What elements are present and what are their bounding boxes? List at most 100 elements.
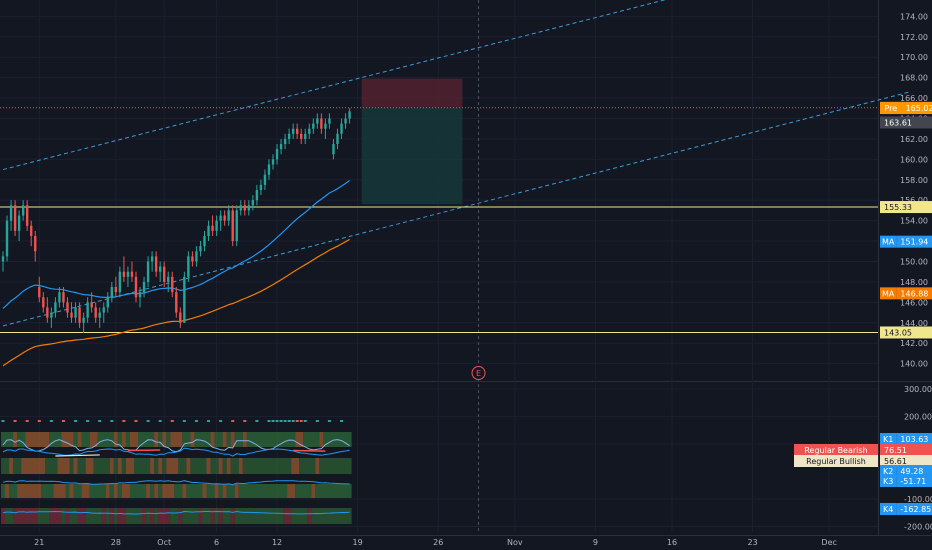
candle-body[interactable] — [324, 123, 327, 129]
candle-body[interactable] — [183, 276, 186, 323]
oscillator-pane[interactable] — [1, 420, 352, 524]
candle-body[interactable] — [78, 307, 81, 323]
candle-body[interactable] — [215, 220, 218, 231]
candle-body[interactable] — [102, 307, 105, 313]
candle-body[interactable] — [316, 118, 319, 124]
candle-body[interactable] — [118, 271, 122, 293]
candle-body[interactable] — [50, 312, 53, 318]
candle-body[interactable] — [86, 302, 89, 318]
candle-body[interactable] — [34, 235, 37, 252]
candle-body[interactable] — [146, 261, 150, 282]
candle-body[interactable] — [255, 189, 259, 201]
candle-body[interactable] — [235, 210, 238, 242]
stop-loss-zone[interactable] — [361, 78, 463, 108]
time-axis[interactable]: 21 28 Oct 6 12 19 26 Nov 9 16 23 Dec — [34, 538, 837, 547]
price-pane[interactable]: E — [0, 0, 910, 532]
regular-bullish-divergence[interactable] — [55, 454, 100, 457]
candle-body[interactable] — [171, 276, 174, 293]
channel-line[interactable] — [2, 0, 700, 171]
candle-body[interactable] — [271, 159, 275, 165]
candle-body[interactable] — [13, 205, 17, 231]
candle-body[interactable] — [5, 220, 9, 257]
candle-body[interactable] — [70, 312, 73, 318]
candle-body[interactable] — [163, 266, 166, 282]
candle-body[interactable] — [98, 312, 101, 318]
candle-body[interactable] — [239, 205, 242, 211]
candle-body[interactable] — [66, 302, 69, 313]
candle-body[interactable] — [154, 256, 158, 272]
take-profit-zone[interactable] — [361, 107, 463, 205]
candle-body[interactable] — [42, 297, 45, 308]
candle-body[interactable] — [199, 246, 202, 252]
candle-body[interactable] — [243, 205, 246, 211]
candle-body[interactable] — [134, 276, 138, 298]
candle-body[interactable] — [114, 287, 118, 293]
candle-body[interactable] — [211, 225, 214, 231]
candle-body[interactable] — [247, 205, 251, 211]
candle-body[interactable] — [336, 133, 339, 145]
candle-body[interactable] — [17, 215, 21, 231]
candle-body[interactable] — [259, 184, 263, 190]
candle-body[interactable] — [304, 133, 307, 139]
candle-body[interactable] — [179, 312, 182, 323]
candle-body[interactable] — [25, 205, 29, 226]
candle-body[interactable] — [267, 164, 271, 175]
candle-body[interactable] — [332, 144, 335, 155]
candle-body[interactable] — [320, 118, 323, 129]
candle-body[interactable] — [287, 133, 291, 139]
candle-body[interactable] — [223, 215, 226, 221]
candle-body[interactable] — [150, 256, 154, 262]
candle-body[interactable] — [175, 292, 178, 313]
candle-body[interactable] — [46, 307, 49, 318]
candle-body[interactable] — [54, 302, 57, 313]
candle-body[interactable] — [38, 287, 41, 298]
candle-body[interactable] — [21, 205, 25, 216]
candle-body[interactable] — [30, 225, 33, 236]
candle-body[interactable] — [1, 256, 5, 262]
candle-body[interactable] — [142, 281, 146, 293]
candle-body[interactable] — [130, 271, 134, 277]
candle-body[interactable] — [263, 174, 267, 185]
candle-body[interactable] — [328, 118, 331, 124]
candle-body[interactable] — [207, 225, 210, 236]
candle-body[interactable] — [279, 144, 283, 150]
price-axis[interactable]: 174.00172.00170.00168.00166.00164.00162.… — [900, 12, 932, 531]
candle-body[interactable] — [340, 123, 343, 134]
candle-body[interactable] — [203, 235, 206, 247]
candle-body[interactable] — [219, 215, 222, 221]
candle-body[interactable] — [291, 128, 295, 134]
regular-bearish-divergence[interactable] — [293, 449, 326, 452]
candle-body[interactable] — [283, 138, 287, 145]
candle-body[interactable] — [82, 317, 85, 323]
candle-body[interactable] — [308, 128, 311, 134]
candle-body[interactable] — [74, 307, 77, 318]
candle-body[interactable] — [122, 271, 126, 277]
channel-line[interactable] — [2, 91, 910, 327]
candle-body[interactable] — [344, 118, 347, 124]
candle-body[interactable] — [138, 292, 142, 298]
candle-body[interactable] — [90, 302, 93, 308]
candle-body[interactable] — [110, 287, 114, 298]
candle-body[interactable] — [251, 200, 255, 206]
candle-body[interactable] — [231, 210, 234, 242]
candle-body[interactable] — [167, 276, 170, 282]
candle-body[interactable] — [9, 205, 13, 221]
candle-body[interactable] — [158, 266, 162, 272]
regular-bearish-divergence[interactable] — [127, 449, 161, 452]
candle-body[interactable] — [275, 149, 279, 160]
candle-body[interactable] — [195, 251, 198, 262]
candle-body[interactable] — [295, 128, 299, 134]
candle-body[interactable] — [62, 292, 65, 303]
candle-body[interactable] — [227, 210, 230, 221]
candle-body[interactable] — [94, 307, 97, 318]
candle-body[interactable] — [187, 256, 190, 277]
candle-body[interactable] — [348, 111, 351, 119]
candle-body[interactable] — [106, 297, 109, 308]
candle-body[interactable] — [312, 123, 315, 129]
candle-body[interactable] — [126, 271, 130, 277]
earnings-marker[interactable] — [471, 366, 486, 380]
candle-body[interactable] — [58, 292, 61, 303]
candle-body[interactable] — [300, 133, 303, 139]
candle-body[interactable] — [191, 256, 194, 262]
